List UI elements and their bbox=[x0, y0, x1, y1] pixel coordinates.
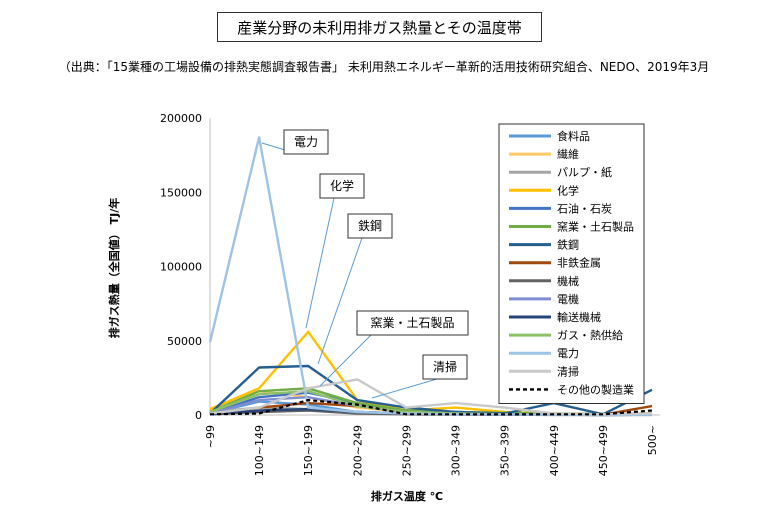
legend: 食料品繊維パルプ・紙化学石油・石炭窯業・土石製品鉄鋼非鉄金属機械電機輸送機械ガス… bbox=[498, 123, 645, 404]
legend-entry: 石油・石炭 bbox=[557, 201, 612, 215]
callout-box bbox=[347, 213, 393, 239]
legend-entry: 繊維 bbox=[557, 148, 579, 161]
callout-box bbox=[319, 173, 365, 199]
y-tick-label: 200000 bbox=[160, 112, 202, 125]
series-layer bbox=[208, 136, 653, 417]
x-tick-label: 450~499 bbox=[597, 425, 610, 476]
y-tick-label: 150000 bbox=[160, 186, 202, 199]
legend-entry: 鉄鋼 bbox=[557, 238, 579, 252]
callout-leader bbox=[317, 237, 363, 365]
y-tick-label: 50000 bbox=[167, 335, 202, 348]
x-tick-label: 100~149 bbox=[253, 425, 266, 476]
legend-entry: 輸送機械 bbox=[557, 310, 601, 324]
legend-entry: パルプ・紙 bbox=[557, 165, 612, 179]
x-tick-label: 400~449 bbox=[548, 425, 561, 476]
legend-entry: ガス・熱供給 bbox=[557, 328, 623, 342]
legend-entry: 非鉄金属 bbox=[557, 256, 601, 270]
x-tick-label: 150~199 bbox=[302, 425, 315, 476]
callout-label: 清掃 bbox=[433, 359, 457, 374]
x-axis-label: 排ガス温度 ℃ bbox=[371, 489, 443, 503]
callout-label: 電力 bbox=[294, 135, 318, 149]
legend-entry: 清掃 bbox=[557, 364, 579, 378]
chart-title: 産業分野の未利用排ガス熱量とその温度帯 bbox=[217, 12, 542, 42]
callout-label: 窯業・土石製品 bbox=[370, 315, 454, 330]
y-tick-label: 0 bbox=[195, 409, 202, 422]
callout-label: 鉄鋼 bbox=[358, 218, 382, 233]
x-tick-label: 350~399 bbox=[499, 425, 512, 476]
callout-box bbox=[356, 310, 469, 336]
legend-entry: 食料品 bbox=[557, 129, 590, 143]
x-tick-label: 250~299 bbox=[400, 425, 413, 476]
callout-leader bbox=[305, 197, 335, 329]
callout-leader bbox=[371, 378, 438, 399]
callout-box bbox=[283, 129, 329, 155]
chart-subtitle: （出典：「15業種の工場設備の排熱実態調査報告書」 未利用熱エネルギー革新的活用… bbox=[58, 60, 710, 74]
legend-entry: 電機 bbox=[557, 292, 579, 306]
x-tick-label: 200~249 bbox=[351, 425, 364, 476]
callout-box bbox=[422, 354, 468, 380]
y-axis-label: 排ガス熱量（全国値） TJ/年 bbox=[107, 198, 121, 338]
chart-axes: 0 50000 100000 150000 200000 ~99 100~149 150~19… bbox=[160, 112, 660, 476]
y-tick-label: 100000 bbox=[160, 261, 202, 274]
callout-label: 化学 bbox=[330, 178, 354, 193]
legend-entry: 機械 bbox=[557, 274, 579, 288]
callout-leader bbox=[319, 334, 372, 387]
legend-entry: 電力 bbox=[557, 347, 579, 360]
series-line-鉄鋼 bbox=[209, 364, 653, 416]
legend-entry: 化学 bbox=[557, 183, 579, 197]
x-tick-label: 300~349 bbox=[450, 425, 463, 476]
x-tick-label: 500~ bbox=[646, 425, 659, 455]
series-line-その他の製造業 bbox=[209, 399, 653, 416]
x-tick-label: ~99 bbox=[204, 425, 217, 448]
legend-entry: 窯業・土石製品 bbox=[557, 220, 634, 234]
legend-entry: その他の製造業 bbox=[557, 382, 634, 396]
